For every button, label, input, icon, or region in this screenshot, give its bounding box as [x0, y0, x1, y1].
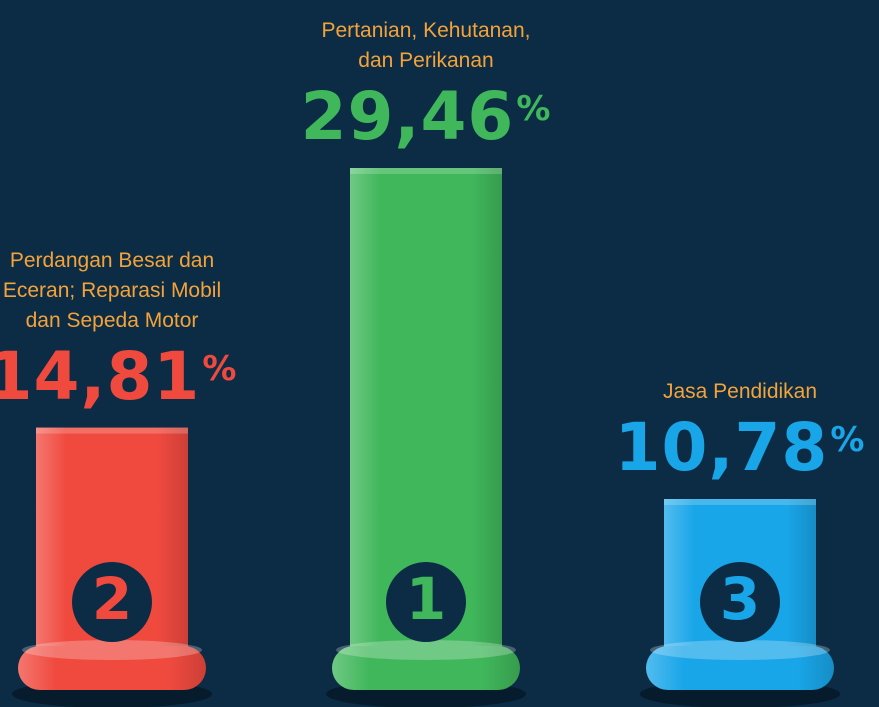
unit: % [516, 89, 552, 129]
unit: % [202, 348, 238, 389]
bar-base-shade [646, 646, 834, 690]
category-label: Pertanian, Kehutanan, dan Perikanan [321, 19, 531, 72]
bar-base-top [22, 640, 202, 660]
value-text: 10,78 [614, 408, 829, 486]
bar-base-top [650, 640, 830, 660]
bar-top [350, 168, 502, 174]
rank-number: 3 [720, 565, 760, 633]
value-text: 29,46 [300, 78, 515, 155]
rank-badge [72, 562, 152, 642]
bar-base-shade [332, 646, 520, 690]
value-label: 14,81% [0, 341, 242, 412]
category-label: Jasa Pendidikan [662, 380, 818, 403]
value-text: 14,81 [0, 337, 201, 415]
rank-badge [700, 562, 780, 642]
rank-badge [386, 562, 466, 642]
value-label: 10,78% [610, 412, 870, 483]
unit: % [830, 419, 866, 460]
bar-base-shade [18, 646, 206, 690]
category-label: Perdangan Besar dan Eceran; Reparasi Mob… [2, 248, 222, 332]
bar-base-top [336, 640, 516, 660]
value-label: 29,46% [296, 82, 556, 152]
rank-number: 2 [92, 565, 132, 633]
rank-number: 1 [406, 565, 446, 633]
bar-top [36, 427, 188, 434]
bar-top [664, 498, 816, 505]
